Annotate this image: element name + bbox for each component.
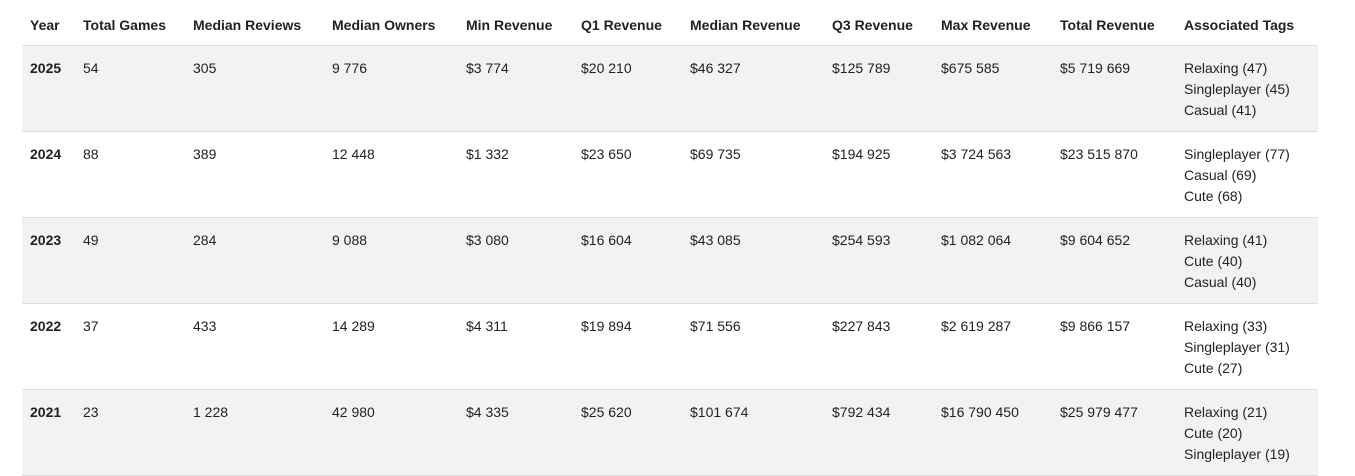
table-row: 2024 88 389 12 448 $1 332 $23 650 $69 73…	[22, 131, 1318, 218]
total-revenue-cell: $25 979 477	[1052, 389, 1176, 476]
q1-revenue-cell: $25 620	[573, 389, 682, 476]
yearly-stats-table-container: Year Total Games Median Reviews Median O…	[22, 5, 1318, 476]
table-body: 2025 54 305 9 776 $3 774 $20 210 $46 327…	[22, 45, 1318, 476]
year-cell: 2021	[22, 389, 75, 476]
q3-revenue-cell: $194 925	[824, 131, 933, 218]
q3-revenue-cell: $227 843	[824, 303, 933, 390]
median-owners-cell: 12 448	[324, 131, 458, 218]
table-header: Year Total Games Median Reviews Median O…	[22, 5, 1318, 46]
tag-entry: Singleplayer (31)	[1184, 339, 1290, 355]
column-header-median-reviews[interactable]: Median Reviews	[185, 5, 324, 46]
tag-entry: Cute (40)	[1184, 253, 1243, 269]
column-header-total-games[interactable]: Total Games	[75, 5, 185, 46]
tag-entry: Relaxing (41)	[1184, 232, 1268, 248]
tag-entry: Relaxing (33)	[1184, 318, 1268, 334]
tag-entry: Relaxing (47)	[1184, 60, 1268, 76]
year-cell: 2024	[22, 131, 75, 218]
q1-revenue-cell: $20 210	[573, 45, 682, 132]
tag-entry: Casual (41)	[1184, 102, 1257, 118]
median-reviews-cell: 1 228	[185, 389, 324, 476]
min-revenue-cell: $4 311	[458, 303, 573, 390]
median-owners-cell: 42 980	[324, 389, 458, 476]
median-revenue-cell: $71 556	[682, 303, 824, 390]
year-cell: 2022	[22, 303, 75, 390]
column-header-q1-revenue[interactable]: Q1 Revenue	[573, 5, 682, 46]
tag-entry: Cute (20)	[1184, 425, 1243, 441]
total-revenue-cell: $9 866 157	[1052, 303, 1176, 390]
median-revenue-cell: $101 674	[682, 389, 824, 476]
column-header-min-revenue[interactable]: Min Revenue	[458, 5, 573, 46]
associated-tags-cell: Relaxing (33) Singleplayer (31) Cute (27…	[1176, 303, 1318, 390]
total-games-cell: 23	[75, 389, 185, 476]
table-row: 2022 37 433 14 289 $4 311 $19 894 $71 55…	[22, 303, 1318, 390]
median-owners-cell: 14 289	[324, 303, 458, 390]
min-revenue-cell: $3 080	[458, 217, 573, 304]
max-revenue-cell: $675 585	[933, 45, 1052, 132]
max-revenue-cell: $1 082 064	[933, 217, 1052, 304]
median-owners-cell: 9 088	[324, 217, 458, 304]
min-revenue-cell: $4 335	[458, 389, 573, 476]
total-games-cell: 54	[75, 45, 185, 132]
table-row: 2021 23 1 228 42 980 $4 335 $25 620 $101…	[22, 389, 1318, 476]
year-cell: 2025	[22, 45, 75, 132]
column-header-total-revenue[interactable]: Total Revenue	[1052, 5, 1176, 46]
tag-entry: Casual (69)	[1184, 167, 1257, 183]
column-header-year[interactable]: Year	[22, 5, 75, 46]
total-revenue-cell: $23 515 870	[1052, 131, 1176, 218]
column-header-max-revenue[interactable]: Max Revenue	[933, 5, 1052, 46]
q3-revenue-cell: $254 593	[824, 217, 933, 304]
associated-tags-cell: Singleplayer (77) Casual (69) Cute (68)	[1176, 131, 1318, 218]
median-reviews-cell: 389	[185, 131, 324, 218]
column-header-q3-revenue[interactable]: Q3 Revenue	[824, 5, 933, 46]
associated-tags-cell: Relaxing (47) Singleplayer (45) Casual (…	[1176, 45, 1318, 132]
q1-revenue-cell: $16 604	[573, 217, 682, 304]
year-cell: 2023	[22, 217, 75, 304]
associated-tags-cell: Relaxing (21) Cute (20) Singleplayer (19…	[1176, 389, 1318, 476]
tag-entry: Cute (68)	[1184, 188, 1243, 204]
total-games-cell: 49	[75, 217, 185, 304]
column-header-median-owners[interactable]: Median Owners	[324, 5, 458, 46]
median-revenue-cell: $43 085	[682, 217, 824, 304]
yearly-stats-table: Year Total Games Median Reviews Median O…	[22, 5, 1318, 476]
total-revenue-cell: $9 604 652	[1052, 217, 1176, 304]
median-reviews-cell: 433	[185, 303, 324, 390]
tag-entry: Singleplayer (19)	[1184, 446, 1290, 462]
column-header-associated-tags[interactable]: Associated Tags	[1176, 5, 1318, 46]
max-revenue-cell: $3 724 563	[933, 131, 1052, 218]
median-revenue-cell: $46 327	[682, 45, 824, 132]
total-revenue-cell: $5 719 669	[1052, 45, 1176, 132]
tag-entry: Cute (27)	[1184, 360, 1243, 376]
total-games-cell: 37	[75, 303, 185, 390]
q1-revenue-cell: $23 650	[573, 131, 682, 218]
q1-revenue-cell: $19 894	[573, 303, 682, 390]
median-reviews-cell: 305	[185, 45, 324, 132]
column-header-median-revenue[interactable]: Median Revenue	[682, 5, 824, 46]
q3-revenue-cell: $125 789	[824, 45, 933, 132]
header-row: Year Total Games Median Reviews Median O…	[22, 5, 1318, 46]
associated-tags-cell: Relaxing (41) Cute (40) Casual (40)	[1176, 217, 1318, 304]
median-reviews-cell: 284	[185, 217, 324, 304]
total-games-cell: 88	[75, 131, 185, 218]
q3-revenue-cell: $792 434	[824, 389, 933, 476]
median-owners-cell: 9 776	[324, 45, 458, 132]
median-revenue-cell: $69 735	[682, 131, 824, 218]
max-revenue-cell: $2 619 287	[933, 303, 1052, 390]
min-revenue-cell: $3 774	[458, 45, 573, 132]
max-revenue-cell: $16 790 450	[933, 389, 1052, 476]
tag-entry: Casual (40)	[1184, 274, 1257, 290]
table-row: 2023 49 284 9 088 $3 080 $16 604 $43 085…	[22, 217, 1318, 304]
table-row: 2025 54 305 9 776 $3 774 $20 210 $46 327…	[22, 45, 1318, 132]
tag-entry: Singleplayer (77)	[1184, 146, 1290, 162]
tag-entry: Relaxing (21)	[1184, 404, 1268, 420]
min-revenue-cell: $1 332	[458, 131, 573, 218]
tag-entry: Singleplayer (45)	[1184, 81, 1290, 97]
